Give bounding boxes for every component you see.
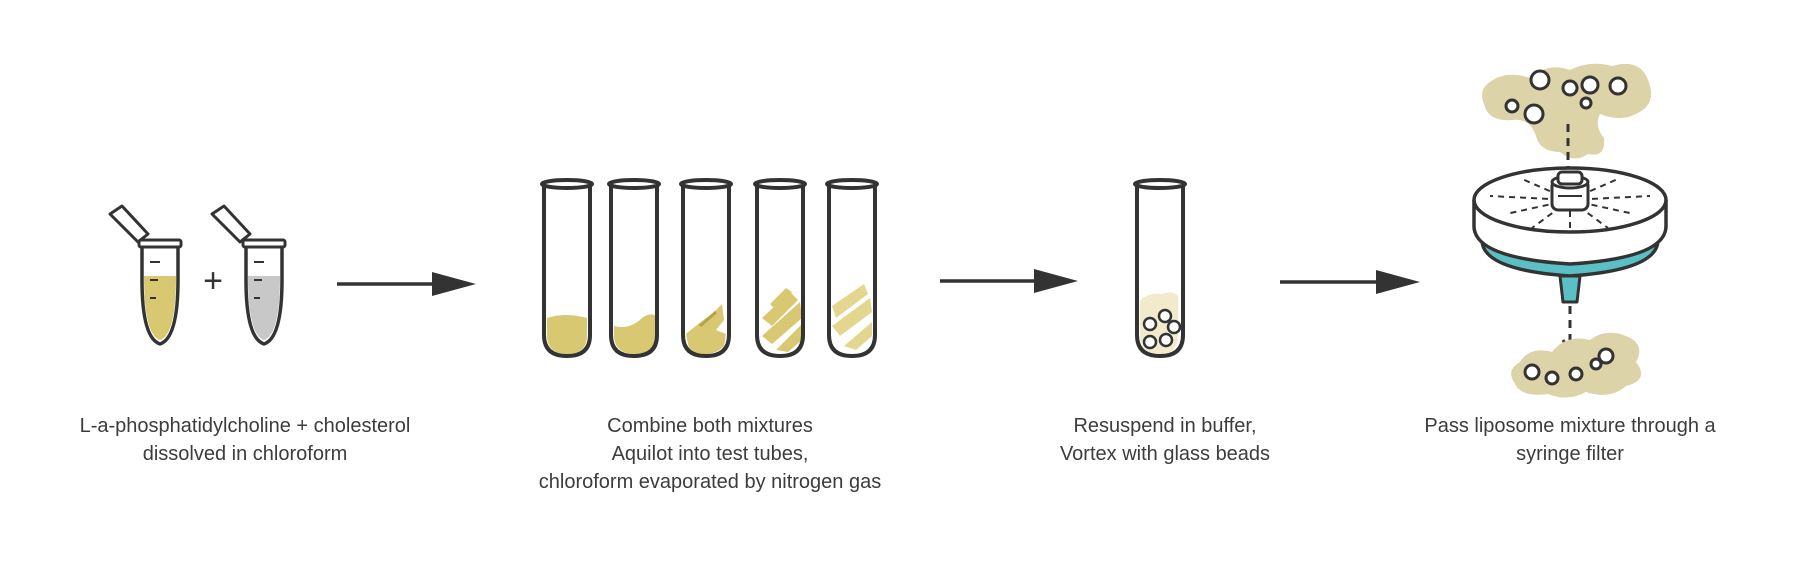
step1-caption-line: dissolved in chloroform (142, 443, 348, 465)
step2-test-tubes (540, 178, 879, 359)
microtube-icon (108, 204, 183, 346)
microtube-icon (210, 204, 287, 346)
liposome-icon (1482, 63, 1652, 159)
step1-caption: L-a-phosphatidylcholine + cholesterol di… (60, 412, 430, 468)
arrow-right-icon (1280, 270, 1420, 294)
test-tube-icon (607, 178, 661, 359)
step3-caption-line: Resuspend in buffer, (1073, 415, 1257, 437)
step3-caption-line: Vortex with glass beads (1059, 443, 1271, 465)
step4-caption-line: Pass liposome mixture through a (1424, 415, 1716, 437)
step1-caption-line: L-a-phosphatidylcholine + cholesterol (79, 415, 411, 437)
step2-caption-line: Combine both mixtures (607, 415, 813, 437)
step4-caption-line: syringe filter (1516, 443, 1624, 465)
arrow-right-icon (940, 269, 1078, 293)
plus-sign: + (203, 262, 223, 300)
step4-syringe-filter (1472, 63, 1668, 398)
syringe-filter-icon (1472, 166, 1668, 304)
step1-microtubes: + (108, 204, 287, 346)
step2-caption-line: chloroform evaporated by nitrogen gas (538, 471, 882, 493)
step2-caption-line: Aquilot into test tubes, (611, 443, 809, 465)
step3-caption: Resuspend in buffer, Vortex with glass b… (1040, 412, 1290, 468)
liposome-icon (1511, 332, 1642, 398)
glass-bead-icon (1142, 308, 1182, 350)
step4-caption: Pass liposome mixture through a syringe … (1405, 412, 1735, 468)
step2-caption: Combine both mixtures Aquilot into test … (520, 412, 900, 496)
step3-test-tube (1133, 178, 1187, 359)
test-tube-icon (540, 178, 594, 359)
arrow-right-icon (337, 272, 476, 296)
test-tube-icon (825, 178, 879, 359)
test-tube-icon (753, 178, 807, 359)
test-tube-icon (679, 178, 733, 359)
